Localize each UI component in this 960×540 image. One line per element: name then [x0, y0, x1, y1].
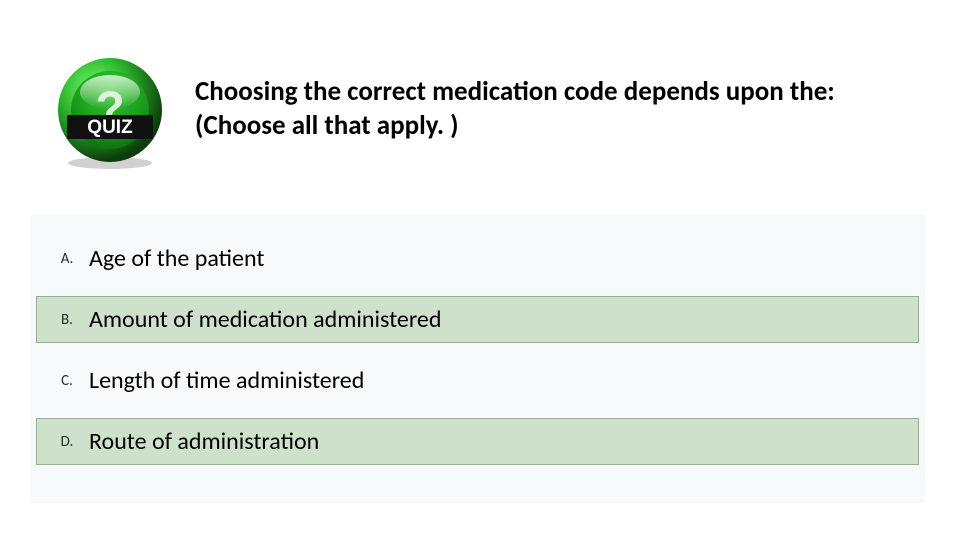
option-text: Route of administration — [89, 427, 908, 456]
option-letter: B. — [45, 311, 89, 329]
option-text: Age of the patient — [89, 244, 908, 273]
options-block: A.Age of the patient B.Amount of medicati… — [30, 215, 925, 503]
option-letter: C. — [45, 372, 89, 390]
quiz-icon: ? QUIZ — [35, 55, 185, 175]
option-text: Amount of medication administered — [89, 305, 908, 334]
option-text: Length of time administered — [89, 366, 908, 395]
option-row[interactable]: A.Age of the patient — [36, 235, 919, 282]
option-letter: D. — [45, 433, 89, 451]
option-row[interactable]: B.Amount of medication administered — [36, 296, 919, 343]
quiz-icon-label: QUIZ — [87, 117, 133, 138]
option-row[interactable]: D.Route of administration — [36, 418, 919, 465]
header: ? QUIZ Choosing the correct medication c… — [35, 55, 925, 175]
slide: ? QUIZ Choosing the correct medication c… — [0, 0, 960, 540]
question-text: Choosing the correct medication code dep… — [185, 55, 925, 143]
option-letter: A. — [45, 250, 89, 268]
option-row[interactable]: C.Length of time administered — [36, 357, 919, 404]
